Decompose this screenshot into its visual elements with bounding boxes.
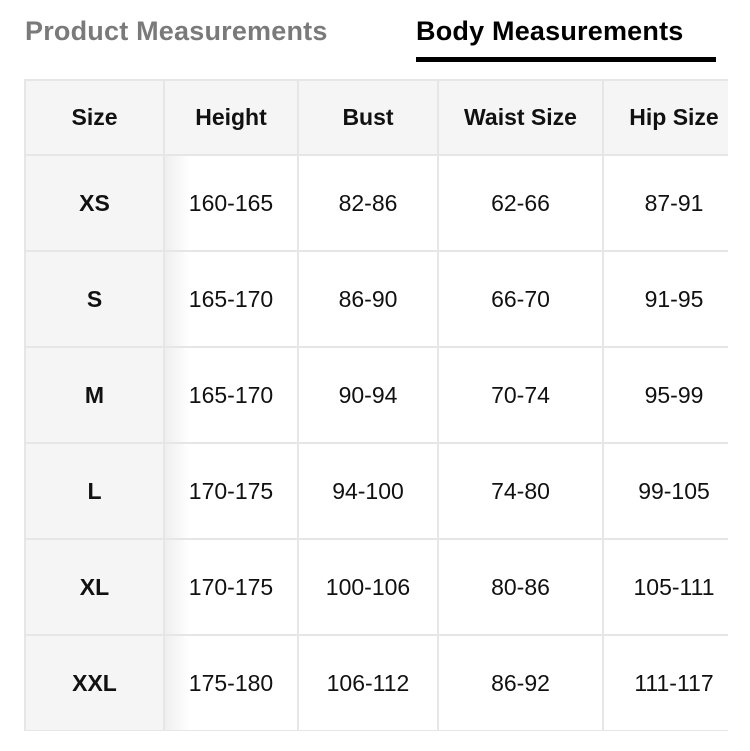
tab-body-measurements[interactable]: Body Measurements <box>416 16 684 46</box>
table-cell: 165-170 <box>163 250 299 348</box>
column-header-waist-size: Waist Size <box>437 79 604 156</box>
table-cell: 105-111 <box>602 538 728 636</box>
table-cell: 90-94 <box>297 346 439 444</box>
table-row: L 170-175 94-100 74-80 99-105 <box>24 442 728 540</box>
table-cell: 106-112 <box>297 634 439 731</box>
table-cell: 100-106 <box>297 538 439 636</box>
table-row: XS 160-165 82-86 62-66 87-91 <box>24 154 728 252</box>
table-cell: 86-92 <box>437 634 604 731</box>
table-cell: 87-91 <box>602 154 728 252</box>
active-tab-underline <box>416 57 716 62</box>
table-row: XXL 175-180 106-112 86-92 111-117 <box>24 634 728 731</box>
size-label: XXL <box>24 634 165 731</box>
size-label: XS <box>24 154 165 252</box>
table-cell: 165-170 <box>163 346 299 444</box>
table-cell: 170-175 <box>163 538 299 636</box>
column-header-hip-size: Hip Size <box>602 79 728 156</box>
table-cell: 111-117 <box>602 634 728 731</box>
table-header-row: Size Height Bust Waist Size Hip Size <box>24 79 728 156</box>
column-header-bust: Bust <box>297 79 439 156</box>
tab-product-measurements[interactable]: Product Measurements <box>25 16 328 46</box>
table-cell: 160-165 <box>163 154 299 252</box>
table-cell: 91-95 <box>602 250 728 348</box>
size-chart-table: Size Height Bust Waist Size Hip Size XS 160-1… <box>24 79 728 731</box>
table-cell: 66-70 <box>437 250 604 348</box>
table-cell: 86-90 <box>297 250 439 348</box>
size-label: M <box>24 346 165 444</box>
table-cell: 74-80 <box>437 442 604 540</box>
table-cell: 95-99 <box>602 346 728 444</box>
table-cell: 80-86 <box>437 538 604 636</box>
size-chart-table-container[interactable]: Size Height Bust Waist Size Hip Size XS 160-1… <box>24 79 728 731</box>
size-label: XL <box>24 538 165 636</box>
table-row: M 165-170 90-94 70-74 95-99 <box>24 346 728 444</box>
table-cell: 170-175 <box>163 442 299 540</box>
table-cell: 70-74 <box>437 346 604 444</box>
table-cell: 99-105 <box>602 442 728 540</box>
column-header-height: Height <box>163 79 299 156</box>
table-cell: 94-100 <box>297 442 439 540</box>
size-label: S <box>24 250 165 348</box>
table-cell: 62-66 <box>437 154 604 252</box>
table-cell: 175-180 <box>163 634 299 731</box>
column-header-size: Size <box>24 79 165 156</box>
table-row: XL 170-175 100-106 80-86 105-111 <box>24 538 728 636</box>
size-label: L <box>24 442 165 540</box>
table-cell: 82-86 <box>297 154 439 252</box>
table-row: S 165-170 86-90 66-70 91-95 <box>24 250 728 348</box>
